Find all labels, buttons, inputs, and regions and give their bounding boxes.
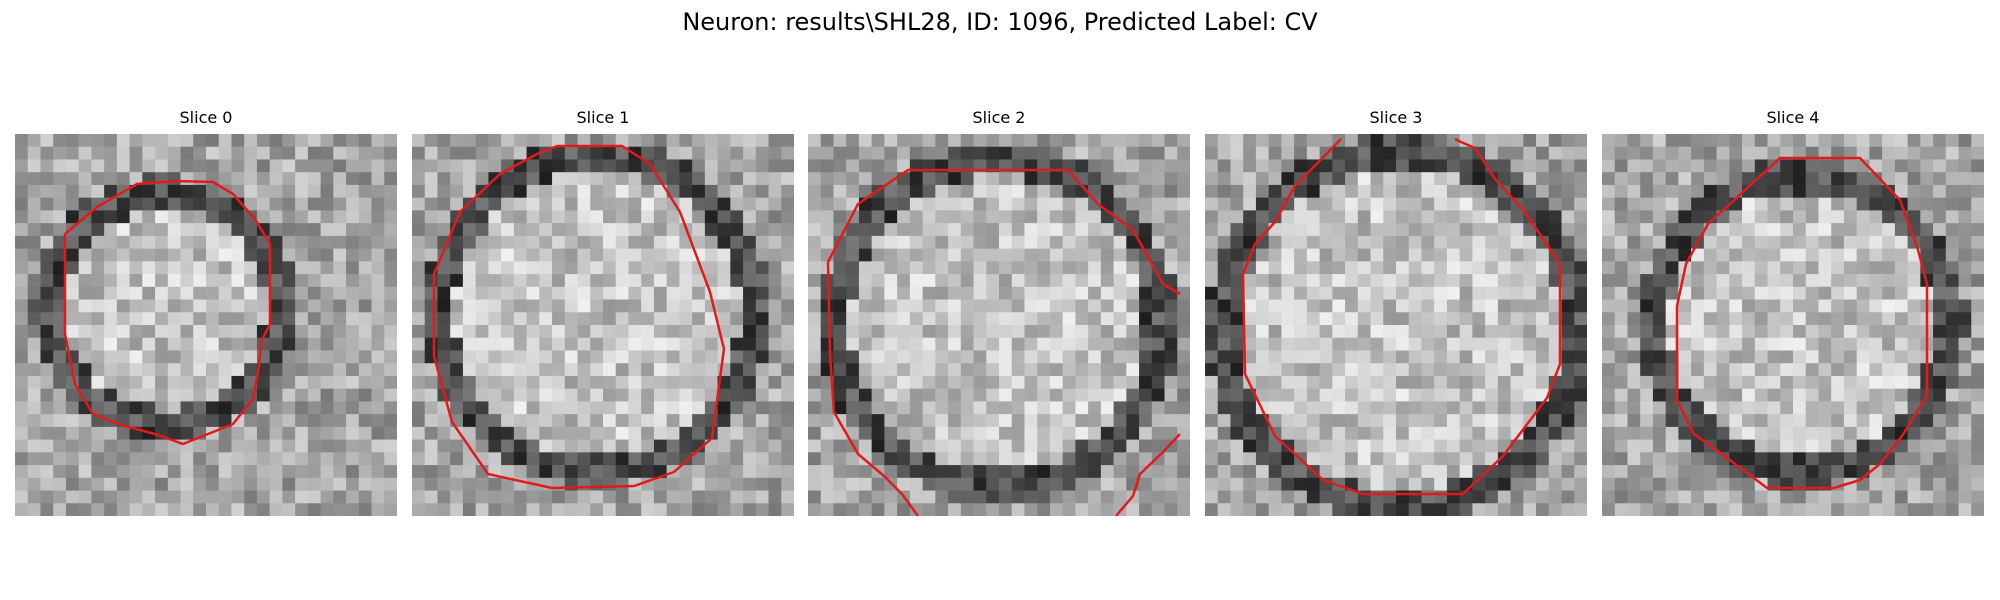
slice-title: Slice 3	[1369, 108, 1423, 127]
image-texture	[15, 134, 397, 516]
contour-outline	[826, 168, 1181, 516]
contour-outline	[1241, 137, 1562, 496]
contour-outline	[63, 179, 272, 446]
slice-image	[1602, 134, 1984, 516]
slice-panel-2: Slice 2	[808, 108, 1190, 516]
contour-outline-fragment	[1115, 433, 1181, 516]
slice-title: Slice 4	[1766, 108, 1820, 127]
slice-panel-3: Slice 3	[1205, 108, 1587, 516]
slice-image	[15, 134, 397, 516]
image-texture	[1205, 134, 1587, 516]
slice-title: Slice 2	[972, 108, 1026, 127]
slice-image	[412, 134, 794, 516]
slice-title: Slice 0	[179, 108, 233, 127]
slice-title: Slice 1	[576, 108, 630, 127]
slice-image	[808, 134, 1190, 516]
contour-outline	[432, 144, 726, 490]
slice-panel-1: Slice 1	[412, 108, 794, 516]
contour-outline	[1675, 156, 1929, 490]
slice-panel-4: Slice 4	[1602, 108, 1984, 516]
figure-title: Neuron: results\SHL28, ID: 1096, Predict…	[682, 8, 1318, 36]
slice-image	[1205, 134, 1587, 516]
slice-panel-0: Slice 0	[15, 108, 397, 516]
image-texture	[412, 134, 794, 516]
